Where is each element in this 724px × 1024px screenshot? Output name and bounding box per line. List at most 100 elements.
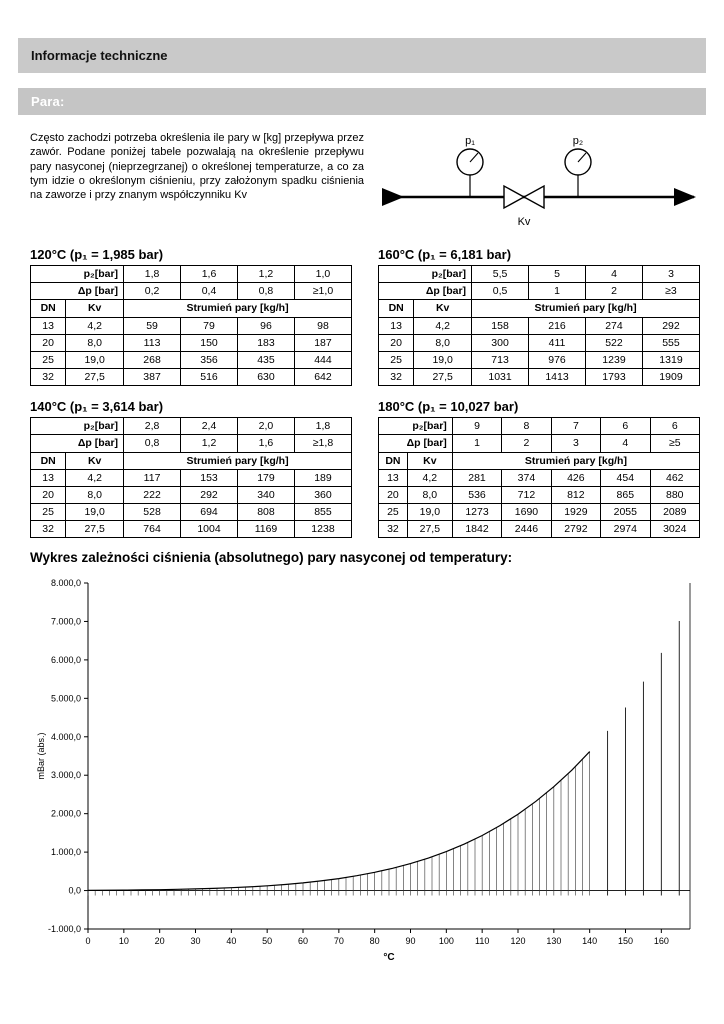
table-cell: 0,8 [237,282,295,301]
steam-table-160: p₂[bar] 5,5 5 4 3 Δp [bar] 0,5 1 2 ≥3 DN Kv Strumień… [377,264,701,387]
table-cell: 0,4 [180,282,238,301]
table-row: 20 8,0 113 150 183 187 [29,333,353,352]
table-cell: 1793 [585,368,643,387]
table-cell: 20 [29,485,67,505]
table-cell: 79 [180,316,238,335]
table-cell: 2,4 [180,417,238,436]
y-tick-label: 0,0 [68,886,81,896]
table-cell: ≥5 [649,434,700,453]
kv-diagram-svg: p₁ p₂ Kv [382,135,696,228]
table-cell: 6 [600,417,651,436]
table-cell: 411 [528,333,586,352]
table-header-cell: DN [29,451,67,470]
valve-icon [522,184,545,210]
table-cell: 2089 [649,503,700,522]
y-tick-label: -1.000,0 [48,924,81,934]
y-tick-label: 2.000,0 [51,809,81,819]
table-cell: 158 [471,316,530,335]
kv-diagram: p₁ p₂ Kv [376,131,702,235]
table-block-160: 160°C (p₁ = 6,181 bar) p₂[bar] 5,5 5 4 3 Δp [… [377,247,701,387]
table-cell: 25 [377,350,415,370]
x-tick-label: 50 [262,936,272,946]
table-cell: 1929 [550,503,602,522]
table-cell: 374 [501,468,552,487]
table-cell: 32 [29,368,67,387]
table-cell: 360 [293,485,353,505]
table-row: 32 27,5 387 516 630 642 [29,368,353,387]
table-cell: 117 [123,468,182,487]
table-cell: 300 [471,333,530,352]
table-cell: 274 [585,316,643,335]
table-block-140: 140°C (p₁ = 3,614 bar) p₂[bar] 2,8 2,4 2,0 1… [29,399,353,539]
y-tick-label: 6.000,0 [51,655,81,665]
chart-heading: Wykres zależności ciśnienia (absolutnego… [30,550,513,566]
table-block-180: 180°C (p₁ = 10,027 bar) p₂[bar] 9 8 7 6 6 Δp [… [378,399,701,539]
x-tick-label: 10 [119,936,129,946]
table-cell: p₂[bar] [29,417,125,436]
table-header-cell: Strumień pary [kg/h] [123,451,352,470]
table-row: 25 19,0 268 356 435 444 [29,350,353,370]
table-cell: 2 [585,282,643,301]
table-cell: 13 [378,468,408,487]
table-header-cell: Kv [413,299,473,318]
section-title: Para: [31,94,65,109]
table-cell: 8,0 [406,485,453,505]
table-cell: 268 [123,350,182,370]
table-header-cell: Strumień pary [kg/h] [123,299,352,318]
flow-arrow-left-icon [382,188,404,206]
table-cell: ≥3 [641,282,701,301]
table-cell: 630 [237,368,295,387]
header-bar: Informacje techniczne [18,38,706,73]
x-tick-label: 0 [85,936,90,946]
table-cell: 25 [378,503,408,522]
y-tick-label: 8.000,0 [51,578,81,588]
y-tick-label: 5.000,0 [51,694,81,704]
x-tick-label: 140 [582,936,597,946]
table-cell: 812 [550,485,602,505]
table-cell: 153 [180,468,238,487]
table-row: 25 19,0 528 694 808 855 [29,503,353,522]
table-row: 25 19,0 1273 1690 1929 2055 2089 [378,503,700,522]
table-cell: 32 [29,520,67,539]
x-axis-title: °C [383,952,394,963]
table-cell: Δp [bar] [29,282,125,301]
table-cell: 292 [641,316,701,335]
table-row: 32 27,5 764 1004 1169 1238 [29,520,353,539]
table-cell: 642 [293,368,353,387]
table-cell: 2,0 [237,417,295,436]
table-cell: 25 [29,350,67,370]
table-cell: 27,5 [65,520,125,539]
table-cell: 356 [180,350,238,370]
table-cell: 1239 [585,350,643,370]
table-header-cell: Kv [65,451,125,470]
table-cell: 522 [585,333,643,352]
table-header-cell: DN [377,299,415,318]
table-cell: 1690 [501,503,552,522]
table-cell: 32 [378,520,408,539]
flow-arrow-right-icon [674,188,696,206]
table-title: 160°C (p₁ = 6,181 bar) [378,247,512,262]
table-cell: 4,2 [413,316,473,335]
table-cell: 2792 [550,520,602,539]
gauge2-needle [577,152,587,163]
page-title: Informacje techniczne [31,48,168,63]
table-title: 120°C (p₁ = 1,985 bar) [30,247,164,262]
x-tick-label: 40 [226,936,236,946]
x-tick-label: 70 [334,936,344,946]
table-cell: 183 [237,333,295,352]
table-row: 13 4,2 117 153 179 189 [29,468,353,487]
table-cell: 8 [501,417,552,436]
pressure-chart: -1.000,0 0,0 1.000,0 2.000,0 3.000,0 4.000,0 5… [30,571,724,976]
table-cell: 764 [123,520,182,539]
table-cell: 4,2 [406,468,453,487]
table-cell: 0,5 [471,282,530,301]
table-cell: 0,8 [123,434,182,453]
table-row: 20 8,0 536 712 812 865 880 [378,485,700,505]
table-cell: 1319 [641,350,701,370]
table-title: 180°C (p₁ = 10,027 bar) [378,399,519,415]
table-cell: 4 [585,264,643,284]
table-cell: 435 [237,350,295,370]
table-header-cell: DN [29,299,67,318]
valve-label: Kv [518,216,531,228]
